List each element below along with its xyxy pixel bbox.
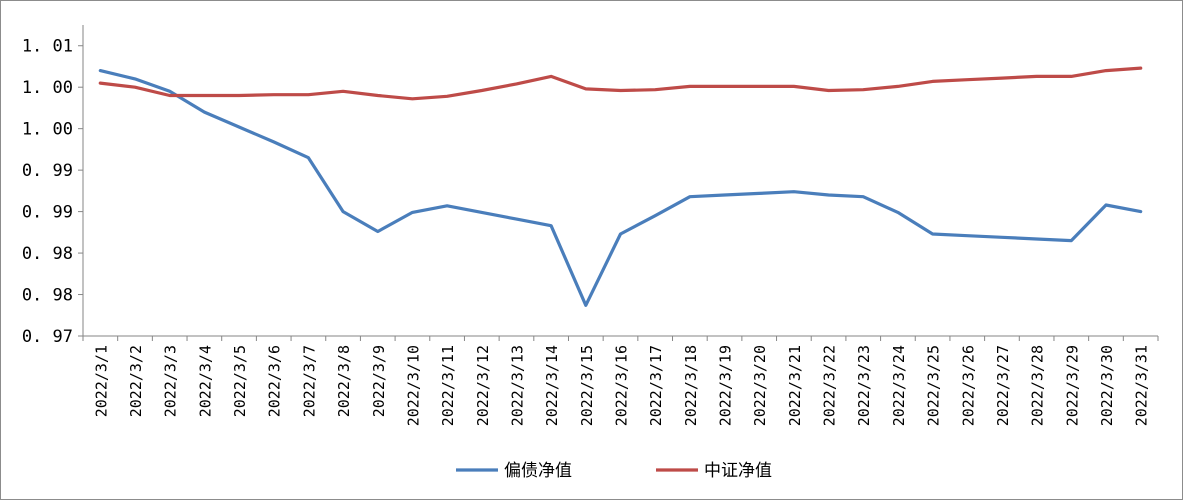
x-tick-label: 2022/3/12 [474, 345, 492, 426]
x-tick-label: 2022/3/13 [508, 345, 526, 426]
x-tick-label: 2022/3/19 [717, 345, 735, 426]
x-tick-label: 2022/3/24 [890, 345, 908, 426]
x-tick-label: 2022/3/23 [855, 345, 873, 426]
y-tick-label: 1. 01 [22, 37, 73, 57]
y-axis: 0. 97 0. 98 0. 98 0. 99 0. 99 1. 00 1. 00 1. 01 [22, 25, 84, 347]
legend: 偏债净值 中证净值 [456, 461, 772, 481]
y-tick-label: 0. 98 [22, 244, 73, 264]
x-tick-label: 2022/3/1 [92, 345, 110, 417]
x-tick-label: 2022/3/15 [578, 345, 596, 426]
x-tick-label: 2022/3/4 [196, 345, 214, 417]
x-tick-label: 2022/3/10 [404, 345, 422, 426]
series-line-2 [98, 66, 1143, 101]
x-tick-label: 2022/3/25 [925, 345, 943, 426]
x-tick-label: 2022/3/18 [682, 345, 700, 426]
x-tick-label: 2022/3/6 [266, 345, 284, 417]
series-line-1 [98, 68, 1143, 307]
x-tick-label: 2022/3/26 [959, 345, 977, 426]
x-tick-label: 2022/3/20 [751, 345, 769, 426]
x-tick-label: 2022/3/27 [994, 345, 1012, 426]
y-tick-label: 0. 99 [22, 203, 73, 223]
x-tick-label: 2022/3/16 [613, 345, 631, 426]
y-tick-label: 0. 97 [22, 327, 73, 347]
legend-label: 偏债净值 [504, 461, 572, 481]
x-tick-label: 2022/3/31 [1133, 345, 1151, 426]
y-tick-label: 0. 99 [22, 161, 73, 181]
x-tick-label: 2022/3/22 [821, 345, 839, 426]
x-tick-label: 2022/3/9 [370, 345, 388, 417]
x-axis: 2022/3/1 2022/3/2 2022/3/3 2022/3/4 2022/3/5… [82, 335, 1159, 426]
series-layer [98, 66, 1143, 307]
y-tick-label: 1. 00 [22, 78, 73, 98]
x-tick-label: 2022/3/2 [127, 345, 145, 417]
x-tick-label: 2022/3/3 [162, 345, 180, 417]
x-tick-label: 2022/3/5 [231, 345, 249, 417]
x-tick-label: 2022/3/30 [1098, 345, 1116, 426]
legend-label: 中证净值 [704, 461, 772, 481]
x-tick-label: 2022/3/29 [1063, 345, 1081, 426]
x-tick-label: 2022/3/8 [335, 345, 353, 417]
y-tick-label: 0. 98 [22, 286, 73, 306]
x-tick-label: 2022/3/21 [786, 345, 804, 426]
x-tick-label: 2022/3/7 [300, 345, 318, 417]
y-tick-label: 1. 00 [22, 120, 73, 140]
x-tick-label: 2022/3/14 [543, 345, 561, 426]
x-tick-label: 2022/3/11 [439, 345, 457, 426]
x-tick-label: 2022/3/28 [1029, 345, 1047, 426]
x-tick-label: 2022/3/17 [647, 345, 665, 426]
